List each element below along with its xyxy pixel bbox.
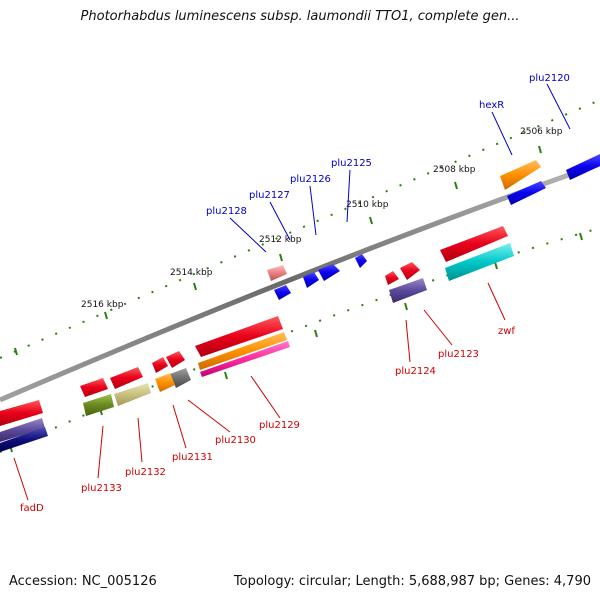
scale-label-2506: 2506 kbp <box>520 127 563 137</box>
gene-arrow-plu2132-red[interactable] <box>110 367 143 389</box>
gene-label-plu2133[interactable]: plu2133 <box>81 483 122 494</box>
gene-arrow-plu2126[interactable] <box>318 264 340 281</box>
gene-arrow-plu2130-b[interactable] <box>152 357 168 373</box>
gene-arrow-fadD-slate[interactable] <box>0 418 45 442</box>
forward-strand-genes <box>267 154 600 300</box>
outer-tick-track <box>0 99 600 359</box>
scale-label-2516: 2516 kbp <box>81 300 124 310</box>
gene-arrow-zwf[interactable] <box>445 243 514 281</box>
gene-arrow-zwf-red[interactable] <box>440 226 508 262</box>
scale-label-2512: 2512 kbp <box>259 235 302 245</box>
gene-arrow-plu2125[interactable] <box>355 254 367 268</box>
gene-label-plu2130[interactable]: plu2130 <box>215 435 256 446</box>
inner-tick-track <box>0 227 600 453</box>
gene-arrow-plu2127[interactable] <box>303 272 319 288</box>
gene-arrow-plu2129-red[interactable] <box>195 316 283 357</box>
gene-arrow-plu2131[interactable] <box>170 368 191 388</box>
gene-arrow-plu2128-b[interactable] <box>274 285 291 300</box>
gene-label-plu2124[interactable]: plu2124 <box>395 366 436 377</box>
outer-major-ticks <box>14 145 542 356</box>
gene-arrow-plu2132[interactable] <box>114 383 151 406</box>
gene-arrow-plu2128-a[interactable] <box>267 265 287 281</box>
forward-leader-lines <box>229 83 571 253</box>
scale-label-2508: 2508 kbp <box>433 165 476 175</box>
gene-label-plu2120[interactable]: plu2120 <box>529 73 570 84</box>
map-title: Photorhabdus luminescens subsp. laumondi… <box>80 9 520 24</box>
gene-label-fadD[interactable]: fadD <box>20 503 44 514</box>
gene-arrow-plu2130-a[interactable] <box>166 351 185 368</box>
gene-label-plu2129[interactable]: plu2129 <box>259 420 300 431</box>
gene-arrow-fadD[interactable] <box>0 427 48 452</box>
gene-label-plu2126[interactable]: plu2126 <box>290 174 331 185</box>
gene-arrow-plu2123[interactable] <box>400 262 420 280</box>
gene-label-plu2132[interactable]: plu2132 <box>125 467 166 478</box>
accession-text: Accession: NC_005126 <box>9 574 157 589</box>
genome-summary-text: Topology: circular; Length: 5,688,987 bp… <box>233 574 591 589</box>
gene-arrow-plu2120[interactable] <box>566 154 600 180</box>
gene-arrow-plu2133-red[interactable] <box>80 378 108 397</box>
gene-label-hexR[interactable]: hexR <box>479 100 504 111</box>
gene-arrow-plu2124[interactable] <box>389 278 427 303</box>
gene-label-plu2123[interactable]: plu2123 <box>438 349 479 360</box>
gene-arrow-hexR[interactable] <box>507 181 546 205</box>
gene-label-plu2128[interactable]: plu2128 <box>206 206 247 217</box>
reverse-leader-lines <box>13 282 506 501</box>
gene-arrow-plu2129-orange[interactable] <box>198 332 287 370</box>
scale-label-2514: 2514 kbp <box>170 268 213 278</box>
gene-arrow-plu2131-orange[interactable] <box>155 373 175 392</box>
gene-arrow-fadD-red[interactable] <box>0 400 43 426</box>
gene-label-plu2127[interactable]: plu2127 <box>249 190 290 201</box>
gene-arrow-plu2133[interactable] <box>83 394 114 416</box>
reverse-strand-genes <box>0 226 514 452</box>
gene-label-plu2125[interactable]: plu2125 <box>331 158 372 169</box>
scale-label-2510: 2510 kbp <box>346 200 389 210</box>
gene-label-plu2131[interactable]: plu2131 <box>172 452 213 463</box>
gene-arrow-hexR-top[interactable] <box>500 160 541 190</box>
gene-arrow-plu2124-red[interactable] <box>385 271 399 285</box>
gene-arrow-plu2129[interactable] <box>200 341 290 377</box>
gene-label-zwf[interactable]: zwf <box>498 326 515 337</box>
